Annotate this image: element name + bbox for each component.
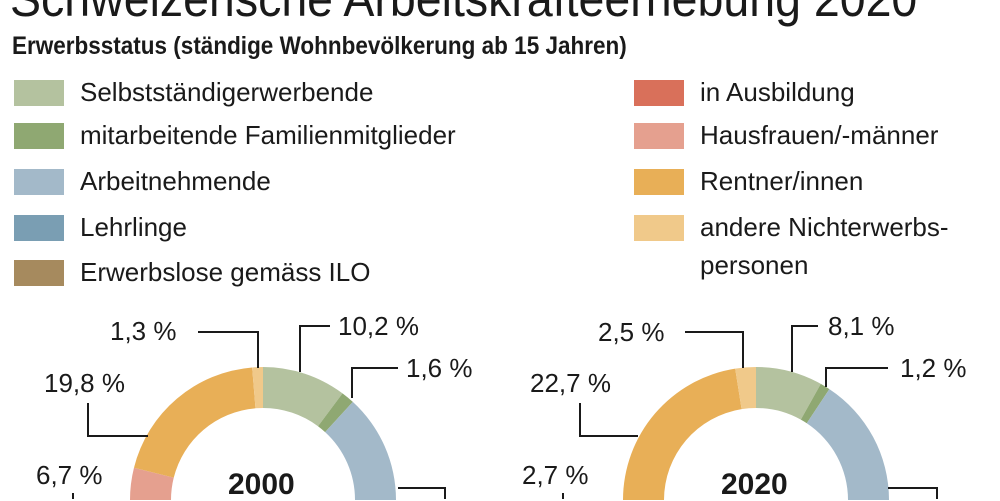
donut-segment: [263, 367, 343, 427]
legend-item: Hausfrauen/-männer: [634, 120, 938, 151]
legend-item: Rentner/innen: [634, 166, 863, 197]
legend-item: Selbstständigerwerbende: [14, 77, 373, 108]
donut-segment: [130, 467, 174, 500]
legend-swatch: [14, 260, 64, 286]
legend-label: andere Nichterwerbs- personen: [700, 212, 949, 280]
donut-segment: [133, 367, 256, 478]
donut-segment: [318, 393, 353, 433]
legend-label: Erwerbslose gemäss ILO: [80, 257, 371, 287]
year-label: 2000: [228, 468, 295, 501]
donut-2020: [623, 367, 889, 500]
legend-item: Arbeitnehmende: [14, 166, 271, 197]
leader-line: [351, 367, 398, 398]
chart-title: Schweizerische Arbeitskräfteerhebung 202…: [10, 0, 917, 28]
leader-line: [198, 331, 259, 368]
data-label: 1,2 %: [900, 353, 967, 383]
data-label: 2,7 %: [522, 460, 589, 490]
legend-label: Selbstständigerwerbende: [80, 77, 374, 107]
donut-segment: [800, 383, 830, 424]
year-label: 2020: [721, 468, 788, 501]
legend-label: Rentner/innen: [700, 166, 864, 196]
leader-lines: [72, 325, 938, 499]
legend-swatch: [14, 123, 64, 149]
legend-label: mitarbeitende Familienmitglieder: [80, 120, 456, 150]
legend-swatch: [634, 169, 684, 195]
data-label: 1,6 %: [406, 353, 473, 383]
chart-subtitle: Erwerbsstatus (ständige Wohnbevölkerung …: [12, 32, 627, 60]
donut-segment: [806, 389, 889, 500]
data-label: 2,5 %: [598, 317, 665, 347]
donut-segment: [325, 401, 396, 500]
leader-line: [299, 325, 330, 372]
donut-2000: [130, 367, 396, 500]
data-label: 22,7 %: [530, 368, 611, 398]
legend-swatch: [634, 215, 684, 241]
leader-line: [398, 487, 446, 499]
legend-item: mitarbeitende Familienmitglieder: [14, 120, 456, 151]
legend-label: Arbeitnehmende: [80, 166, 271, 196]
legend-swatch: [634, 80, 684, 106]
legend-item: in Ausbildung: [634, 77, 855, 108]
data-label: 19,8 %: [44, 368, 125, 398]
legend-swatch: [14, 169, 64, 195]
legend-item: andere Nichterwerbs- personen: [634, 212, 949, 284]
legend-label: Lehrlinge: [80, 212, 187, 242]
donut-segment: [252, 367, 263, 409]
legend-item: Lehrlinge: [14, 212, 187, 243]
data-label: 8,1 %: [828, 311, 895, 341]
donut-segment: [756, 367, 821, 420]
leader-line: [685, 331, 744, 368]
legend-swatch: [14, 80, 64, 106]
legend-label: Hausfrauen/-männer: [700, 120, 939, 150]
legend-label: in Ausbildung: [700, 77, 855, 107]
donut-segment: [735, 367, 756, 410]
data-label: 6,7 %: [36, 460, 103, 490]
leader-line: [579, 403, 638, 437]
leader-line: [888, 487, 938, 499]
leader-line: [825, 367, 888, 387]
donut-segment: [623, 368, 742, 500]
legend-swatch: [634, 123, 684, 149]
leader-line: [791, 325, 818, 372]
data-label: 10,2 %: [338, 311, 419, 341]
legend-swatch: [14, 215, 64, 241]
leader-line: [87, 403, 148, 437]
legend-item: Erwerbslose gemäss ILO: [14, 257, 370, 288]
data-label: 1,3 %: [110, 316, 177, 346]
